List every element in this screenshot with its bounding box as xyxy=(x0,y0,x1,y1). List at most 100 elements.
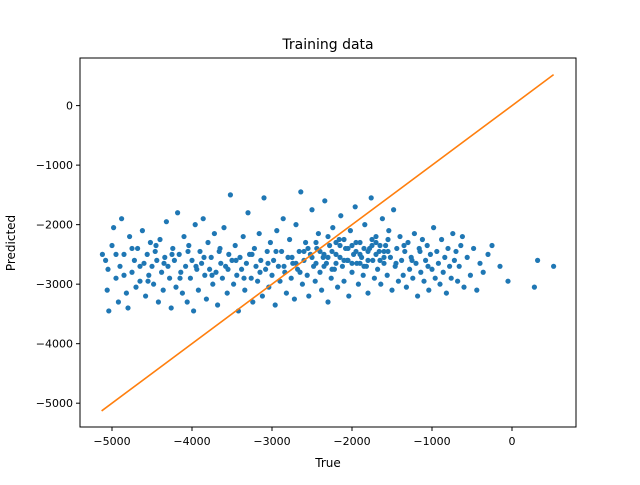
y-axis-label: Predicted xyxy=(4,215,18,271)
scatter-point xyxy=(175,210,181,216)
scatter-point xyxy=(346,293,352,299)
scatter-point xyxy=(103,257,109,263)
scatter-point xyxy=(459,233,465,240)
scatter-point xyxy=(217,245,223,252)
scatter-point xyxy=(301,248,307,255)
scatter-point xyxy=(411,230,417,237)
scatter-point xyxy=(497,263,503,269)
scatter-point xyxy=(231,281,237,287)
scatter-point xyxy=(442,254,448,260)
scatter-point xyxy=(389,287,395,293)
scatter-point xyxy=(177,275,183,281)
scatter-point xyxy=(353,239,359,246)
scatter-point xyxy=(421,278,427,284)
scatter-point xyxy=(111,225,117,231)
y-tick-label: −4000 xyxy=(36,338,73,351)
scatter-point xyxy=(203,296,209,302)
y-tick-label: −3000 xyxy=(36,278,73,291)
scatter-point xyxy=(456,263,462,269)
scatter-point xyxy=(221,225,227,231)
scatter-point xyxy=(257,269,263,275)
scatter-point xyxy=(341,236,347,243)
scatter-point xyxy=(261,195,267,201)
scatter-point xyxy=(199,260,205,266)
scatter-point xyxy=(271,257,277,263)
scatter-point xyxy=(373,233,379,240)
scatter-point xyxy=(125,305,131,311)
scatter-point xyxy=(205,239,211,246)
scatter-point xyxy=(269,272,275,278)
scatter-point xyxy=(211,230,217,237)
scatter-point xyxy=(154,257,160,263)
scatter-point xyxy=(437,281,443,287)
scatter-point xyxy=(99,251,105,257)
scatter-point xyxy=(347,228,353,234)
scatter-point xyxy=(330,225,336,231)
scatter-point xyxy=(225,266,231,272)
scatter-point xyxy=(144,251,150,257)
scatter-point xyxy=(248,275,254,281)
scatter-point xyxy=(303,239,309,246)
scatter-point xyxy=(426,287,432,293)
scatter-point xyxy=(275,263,281,269)
scatter-point xyxy=(165,263,171,269)
scatter-point xyxy=(313,260,319,266)
scatter-point xyxy=(135,245,141,252)
scatter-point xyxy=(119,216,125,222)
scatter-point xyxy=(245,210,251,216)
scatter-point xyxy=(352,204,358,210)
scatter-point xyxy=(357,260,363,266)
scatter-point xyxy=(369,236,375,243)
scatter-point xyxy=(152,248,158,255)
scatter-point xyxy=(377,242,383,249)
scatter-point xyxy=(400,272,406,278)
scatter-point xyxy=(505,278,511,284)
scatter-point xyxy=(357,239,363,246)
scatter-point xyxy=(432,275,438,281)
scatter-point xyxy=(251,245,257,252)
scatter-point xyxy=(450,230,456,237)
scatter-point xyxy=(425,263,431,269)
scatter-point xyxy=(243,260,249,266)
scatter-point xyxy=(234,272,240,278)
scatter-point xyxy=(279,248,285,255)
x-tick-label: −4000 xyxy=(173,435,210,448)
scatter-point xyxy=(160,287,166,293)
scatter-point xyxy=(365,290,371,296)
scatter-point xyxy=(321,263,327,269)
scatter-point xyxy=(193,263,199,269)
scatter-point xyxy=(297,269,303,275)
scatter-point xyxy=(179,290,185,296)
scatter-point xyxy=(427,251,433,257)
scatter-point xyxy=(147,239,153,246)
scatter-point xyxy=(317,269,323,275)
scatter-point xyxy=(453,248,459,255)
scatter-point xyxy=(129,269,135,275)
scatter-point xyxy=(178,269,184,275)
scatter-point xyxy=(183,263,189,269)
scatter-point xyxy=(288,275,294,281)
scatter-point xyxy=(325,299,331,305)
y-tick-label: −5000 xyxy=(36,397,73,410)
scatter-point xyxy=(146,272,152,278)
scatter-point xyxy=(265,260,271,266)
scatter-point xyxy=(104,287,110,293)
scatter-point xyxy=(315,230,321,237)
scatter-point xyxy=(306,293,312,299)
scatter-point xyxy=(176,251,182,257)
scatter-point xyxy=(464,254,470,260)
scatter-point xyxy=(535,257,541,263)
scatter-point xyxy=(280,216,286,222)
scatter-point xyxy=(349,242,355,249)
scatter-point xyxy=(253,263,259,269)
scatter-point xyxy=(218,260,224,266)
scatter-point xyxy=(298,189,304,195)
scatter-point xyxy=(258,257,264,263)
scatter-point xyxy=(345,257,351,263)
scatter-point xyxy=(471,245,477,252)
scatter-point xyxy=(407,266,413,272)
scatter-point xyxy=(371,275,377,281)
scatter-point xyxy=(123,290,129,296)
scatter-point xyxy=(226,251,232,257)
